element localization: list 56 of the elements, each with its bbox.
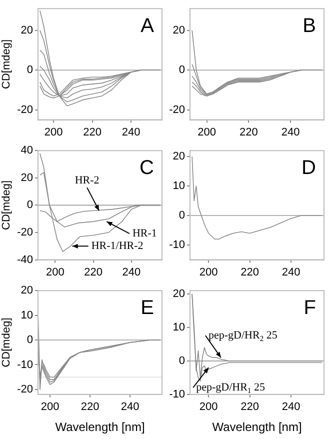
x-tick-label: 200	[46, 266, 64, 278]
annotation: HR-1/HR-2	[91, 240, 144, 252]
chart-title: B	[302, 15, 316, 38]
y-tick-label: -40	[17, 254, 33, 266]
y-tick-label: 0	[178, 354, 185, 367]
x-tick-label: 240	[122, 266, 141, 278]
x-tick-label: 240	[122, 126, 140, 138]
y-axis-title: CD[mdeg]	[0, 180, 13, 230]
y-tick-label: 20	[20, 172, 33, 184]
y-tick-label: 0	[26, 334, 33, 346]
x-tick-label: 200	[199, 266, 218, 278]
chart-title: C	[140, 157, 154, 180]
y-tick-label: -20	[17, 104, 33, 116]
y-tick-label: 20	[172, 288, 185, 300]
y-tick-label: 0	[178, 64, 185, 76]
x-tick-label: 240	[120, 401, 140, 414]
chart-title: F	[304, 297, 316, 320]
y-tick-label: 10	[172, 180, 185, 192]
x-axis-title: Wavelength [nm]	[212, 420, 302, 434]
x-tick-label: 220	[80, 401, 100, 414]
y-tick-label: 0	[26, 64, 33, 76]
y-tick-label: 40	[20, 144, 33, 157]
x-tick-label: 220	[84, 266, 103, 278]
annotation: HR-2	[74, 174, 100, 187]
x-tick-label: 200	[199, 401, 218, 414]
x-axis-title: Wavelength [nm]	[55, 420, 145, 434]
x-tick-label: 240	[282, 401, 300, 414]
chart-title: D	[302, 157, 316, 180]
chart-title: A	[140, 15, 155, 38]
x-tick-label: 200	[44, 126, 63, 138]
y-tick-label: 20	[172, 150, 185, 163]
y-tick-label: -20	[17, 226, 33, 239]
y-tick-label: -20	[17, 383, 33, 396]
x-tick-label: 240	[281, 126, 300, 138]
y-tick-label: 10	[20, 309, 33, 322]
x-tick-label: 240	[282, 266, 300, 278]
x-tick-label: 220	[239, 126, 258, 138]
y-axis-title: CD[mdeg]	[0, 39, 13, 89]
annotation: HR-1	[132, 227, 157, 240]
x-tick-label: 200	[198, 126, 216, 138]
y-axis-title: CD[mdeg]	[0, 318, 13, 368]
y-tick-label: -10	[17, 358, 33, 371]
y-tick-label: 20	[172, 24, 185, 36]
y-tick-label: -10	[169, 239, 185, 252]
y-tick-label: 0	[178, 210, 185, 222]
y-tick-label: -10	[169, 388, 185, 400]
x-tick-label: 220	[240, 266, 259, 278]
x-tick-label: 200	[40, 401, 60, 414]
y-tick-label: -20	[169, 104, 185, 116]
x-tick-label: 220	[83, 126, 102, 138]
x-tick-label: 220	[240, 401, 259, 414]
y-tick-label: 10	[172, 321, 185, 334]
chart-title: E	[140, 297, 154, 320]
y-tick-label: 0	[26, 199, 33, 212]
y-tick-label: 20	[20, 24, 33, 36]
y-tick-label: 20	[20, 284, 33, 297]
